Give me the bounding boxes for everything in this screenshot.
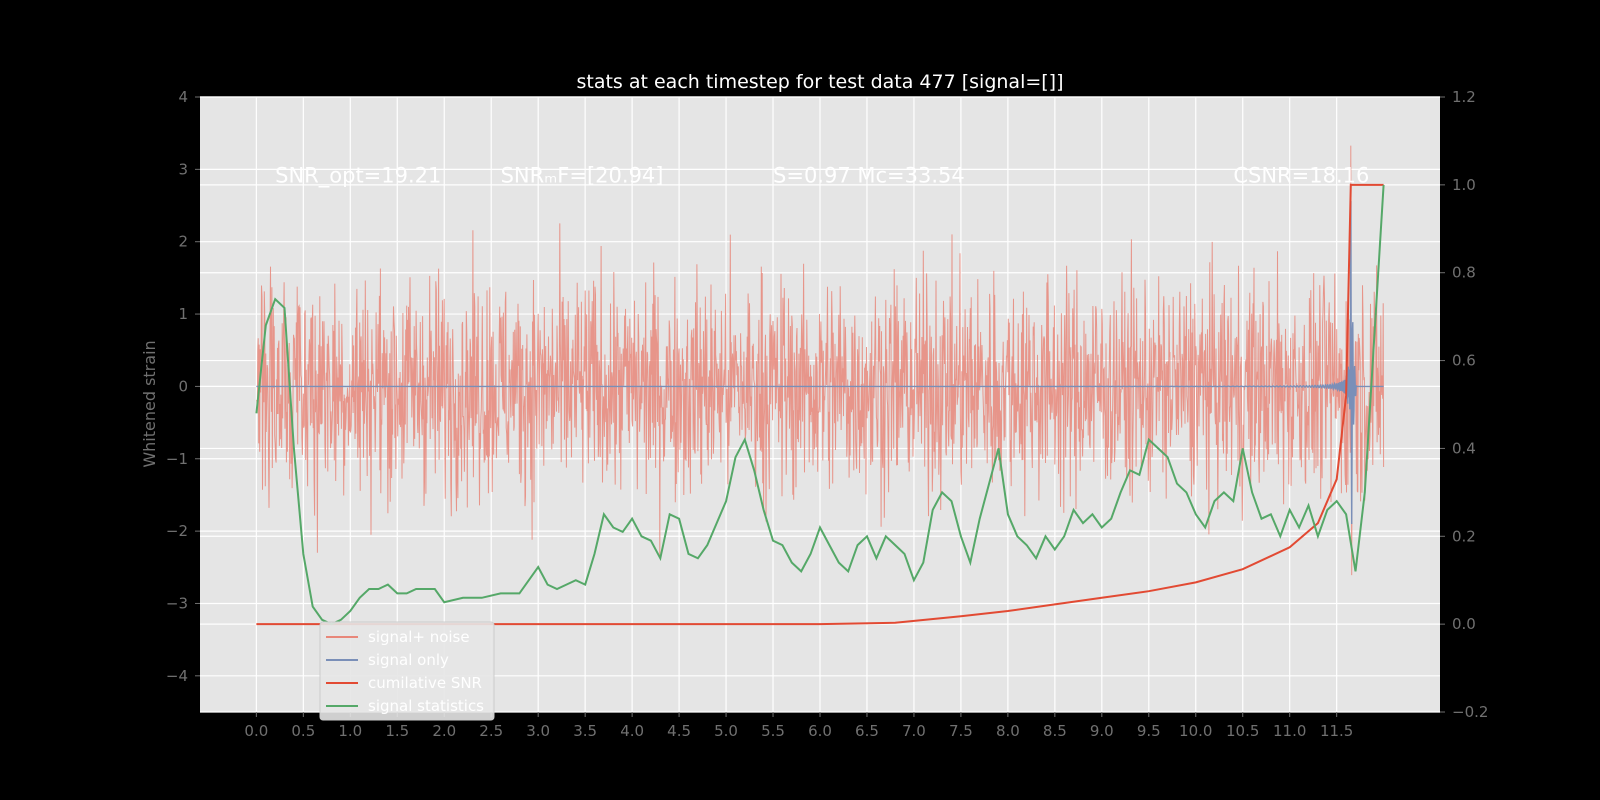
y2-tick-label: −0.2 (1452, 703, 1488, 721)
y2-tick-label: 0.8 (1452, 264, 1476, 282)
x-tick-label: 6.5 (855, 722, 879, 740)
signal-only-series (256, 200, 1384, 525)
x-tick-label: 3.5 (573, 722, 597, 740)
x-tick-label: 5.0 (714, 722, 738, 740)
x-tick-label: 9.0 (1090, 722, 1114, 740)
y2-axis-ticks: 1.2 1.0 0.8 0.6 0.4 0.2 0.0 −0.2 (1440, 88, 1488, 721)
x-tick-label: 3.0 (526, 722, 550, 740)
legend-label: signal+ noise (368, 628, 470, 646)
x-tick-label: 7.5 (949, 722, 973, 740)
x-tick-label: 7.0 (902, 722, 926, 740)
y2-tick-label: 0.6 (1452, 352, 1476, 370)
y-tick-label: −3 (166, 594, 188, 612)
legend-label: signal only (368, 651, 449, 669)
cumulative-snr-series (256, 183, 1384, 626)
y-tick-label: 4 (178, 88, 188, 106)
y-axis-ticks: 4 3 2 1 0 −1 −2 −3 −4 (166, 88, 200, 685)
x-tick-label: 0.0 (244, 722, 268, 740)
annotations: SNR_opt=19.21 SNRₘF=[20.94] S=0.97 Mᴄ=33.5… (275, 164, 1369, 189)
annotation-text: SNR_opt=19.21 (275, 164, 441, 189)
legend-label: signal statistics (368, 697, 484, 715)
y2-tick-label: 1.0 (1452, 176, 1476, 194)
y-tick-label: −4 (166, 667, 188, 685)
signal-only-line (256, 200, 1384, 525)
signal-plus-noise-line (255, 145, 1385, 576)
y-tick-label: 3 (178, 160, 188, 178)
y2-tick-label: 0.4 (1452, 439, 1476, 457)
legend: signal+ noise signal only cumilative SNR si… (319, 621, 495, 721)
x-tick-label: 8.0 (996, 722, 1020, 740)
x-tick-label: 11.5 (1320, 722, 1353, 740)
x-tick-label: 5.5 (761, 722, 785, 740)
y-tick-label: −2 (166, 522, 188, 540)
y-tick-label: 1 (178, 305, 188, 323)
x-tick-label: 0.5 (291, 722, 315, 740)
y2-tick-label: 0.2 (1452, 527, 1476, 545)
y-tick-label: −1 (166, 450, 188, 468)
x-tick-label: 1.5 (385, 722, 409, 740)
x-tick-label: 2.0 (432, 722, 456, 740)
x-tick-label: 8.5 (1043, 722, 1067, 740)
y-tick-label: 2 (178, 233, 188, 251)
x-tick-label: 11.0 (1273, 722, 1306, 740)
x-tick-label: 4.5 (667, 722, 691, 740)
signal-statistics-series (255, 184, 1385, 626)
x-tick-label: 10.0 (1179, 722, 1212, 740)
x-axis-ticks: 0.0 0.5 1.0 1.5 2.0 2.5 3.0 3.5 4.0 4.5 5.0 5.5 6.0 6… (244, 712, 1353, 740)
legend-box (319, 621, 495, 721)
y2-tick-label: 1.2 (1452, 88, 1476, 106)
annotation-text: S=0.97 Mᴄ=33.54 (773, 164, 965, 188)
signal-statistics-line (255, 184, 1385, 626)
annotation-text: SNRₘF=[20.94] (501, 164, 664, 188)
y2-tick-label: 0.0 (1452, 615, 1476, 633)
y-tick-label: 0 (178, 377, 188, 395)
chart-title: stats at each timestep for test data 477… (576, 71, 1063, 93)
x-tick-label: 9.5 (1137, 722, 1161, 740)
signal-plus-noise-series (255, 145, 1385, 576)
y-axis-label: Whitened strain (140, 340, 159, 467)
x-tick-label: 4.0 (620, 722, 644, 740)
x-tick-label: 6.0 (808, 722, 832, 740)
x-tick-label: 2.5 (479, 722, 503, 740)
x-tick-label: 10.5 (1226, 722, 1259, 740)
grid (200, 96, 1440, 713)
legend-label: cumilative SNR (368, 674, 482, 692)
x-tick-label: 1.0 (338, 722, 362, 740)
annotation-text: CSNR=18.16 (1233, 164, 1369, 188)
cumulative-snr-line (256, 183, 1384, 626)
